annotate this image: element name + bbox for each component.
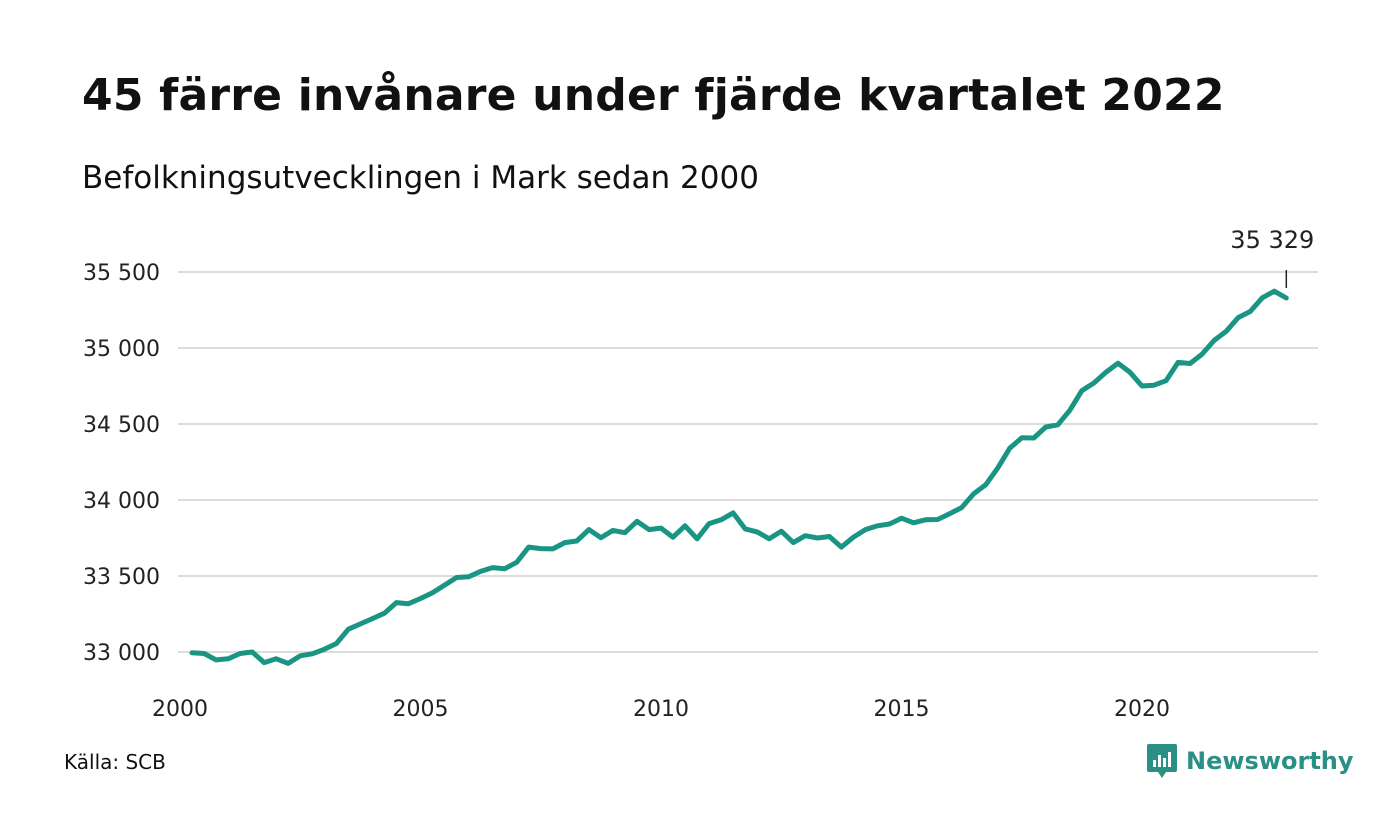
- y-axis-tick-labels: 33 000 33 500 34 000 34 500 35 000 35 500: [83, 261, 160, 666]
- source-note: Källa: SCB: [64, 750, 166, 774]
- y-tick-label: 34 000: [83, 489, 160, 514]
- y-tick-label: 33 000: [83, 641, 160, 666]
- y-tick-label: 35 000: [83, 337, 160, 362]
- x-axis-tick-labels: 2000 2005 2010 2015 2020: [152, 697, 1170, 722]
- y-tick-label: 33 500: [83, 565, 160, 590]
- x-tick-label: 2005: [393, 697, 449, 722]
- y-tick-label: 35 500: [83, 261, 160, 286]
- newsworthy-logo-icon: [1147, 744, 1177, 778]
- x-tick-label: 2015: [874, 697, 930, 722]
- brand-logo: Newsworthy: [1146, 742, 1354, 780]
- brand-name: Newsworthy: [1186, 747, 1354, 775]
- y-tick-label: 34 500: [83, 413, 160, 438]
- x-tick-label: 2010: [633, 697, 689, 722]
- gridlines: [178, 271, 1318, 653]
- chart-subtitle: Befolkningsutvecklingen i Mark sedan 200…: [82, 160, 759, 196]
- x-tick-label: 2020: [1114, 697, 1170, 722]
- population-series-line: [189, 288, 1289, 666]
- last-value-label: 35 329: [1230, 226, 1314, 254]
- chart-title: 45 färre invånare under fjärde kvartalet…: [82, 70, 1225, 121]
- x-tick-label: 2000: [152, 697, 208, 722]
